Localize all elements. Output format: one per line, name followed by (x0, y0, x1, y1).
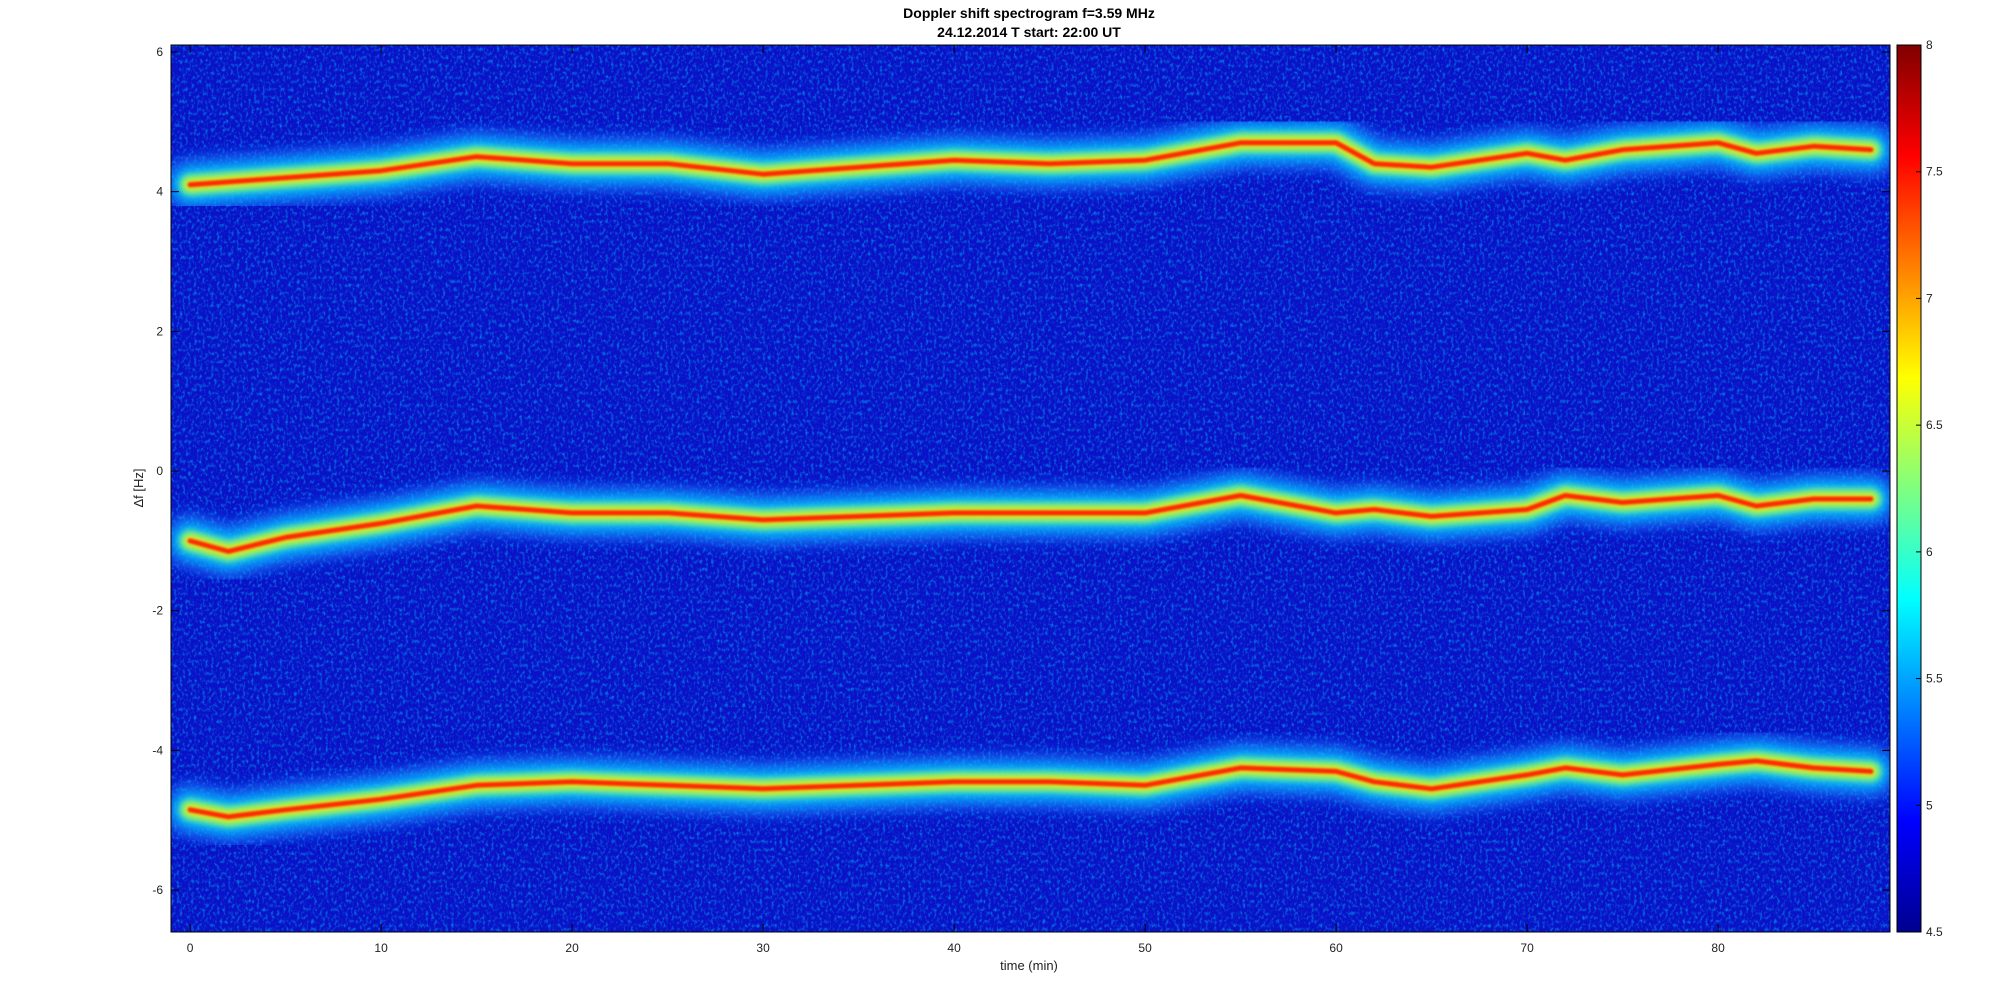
colorbar-tick-label: 8 (1926, 38, 1933, 52)
y-axis-ticks: 6 4 2 0 -2 -4 -6 (152, 45, 1890, 897)
x-tick-label: 70 (1520, 941, 1534, 955)
x-tick-label: 40 (947, 941, 961, 955)
x-tick-label: 20 (565, 941, 579, 955)
y-axis-label: Δf [Hz] (131, 468, 146, 507)
trace-lower (171, 730, 1890, 847)
chart-subtitle: 24.12.2014 T start: 22:00 UT (937, 24, 1121, 40)
colorbar-ticks: 8 7.5 7 6.5 6 5.5 5 4.5 (1916, 38, 1943, 939)
x-tick-label: 60 (1329, 941, 1343, 955)
x-tick-label: 30 (756, 941, 770, 955)
trace-band (187, 758, 1874, 820)
x-axis-label: time (min) (1000, 958, 1058, 973)
colorbar-gradient (1896, 44, 1922, 933)
doppler-traces (171, 112, 1890, 847)
colorbar-tick-label: 5.5 (1926, 672, 1943, 686)
y-tick-label: -6 (152, 883, 163, 897)
trace-band (187, 493, 1874, 554)
y-tick-label: 4 (156, 185, 163, 199)
trace-middle (171, 465, 1890, 582)
x-tick-label: 0 (187, 941, 194, 955)
colorbar: 8 7.5 7 6.5 6 5.5 5 4.5 (1896, 38, 1943, 939)
y-tick-label: 0 (156, 464, 163, 478)
colorbar-tick-label: 7.5 (1926, 165, 1943, 179)
trace-band (187, 140, 1874, 188)
colorbar-tick-label: 6 (1926, 545, 1933, 559)
y-tick-label: 6 (156, 45, 163, 59)
plot-area (171, 45, 1890, 932)
trace-upper (171, 112, 1890, 215)
y-tick-label: 2 (156, 324, 163, 338)
x-tick-label: 10 (374, 941, 388, 955)
x-tick-label: 80 (1711, 941, 1725, 955)
colorbar-tick-label: 7 (1926, 291, 1933, 305)
colorbar-tick-label: 6.5 (1926, 418, 1943, 432)
y-tick-label: -4 (152, 743, 163, 757)
chart-title: Doppler shift spectrogram f=3.59 MHz (903, 5, 1155, 21)
plot-frame (170, 44, 1891, 933)
colorbar-tick-label: 5 (1926, 798, 1933, 812)
y-tick-label: -2 (152, 604, 163, 618)
x-axis-ticks: 0 10 20 30 40 50 60 70 80 (187, 45, 1725, 955)
x-tick-label: 50 (1138, 941, 1152, 955)
colorbar-tick-label: 4.5 (1926, 925, 1943, 939)
